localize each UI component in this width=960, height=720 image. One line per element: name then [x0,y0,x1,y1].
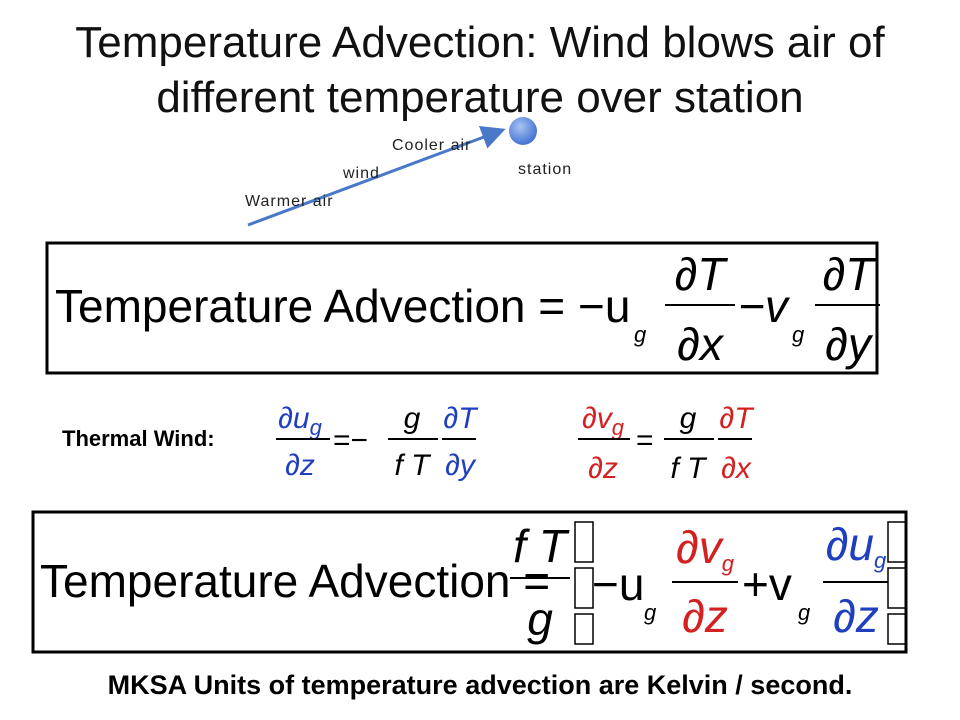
operator: =− [333,424,368,457]
symbol: ∂u [826,518,874,570]
equation-box [45,241,879,375]
subscript: g [310,415,323,440]
label: wind [342,165,380,182]
thermal-wind-label: Thermal Wind: [62,426,215,451]
label: station [518,161,572,178]
operator: = [636,424,654,457]
term: −u [592,558,644,610]
denominator: ∂z [285,449,315,482]
wind-arrow [247,126,506,227]
symbol: ∂v [582,402,614,435]
subscript: g [722,551,735,576]
symbol: +v [742,558,792,610]
term: +v [742,558,792,610]
denominator: g [527,593,553,645]
subscript: g [612,415,625,440]
label: Warmer air [245,193,334,210]
subscript: g [792,322,805,347]
denominator: ∂z [682,590,728,642]
numerator: f T [513,520,570,572]
numerator: ∂ug [826,518,887,573]
numerator: g [680,402,697,435]
title-line: different temperature over station [156,73,803,122]
numerator: ∂vg [582,402,625,440]
footer: MKSA Units of temperature advection are … [108,670,853,700]
denominator: ∂x [721,452,752,485]
denominator: ∂x [677,318,725,370]
denominator: ∂y [825,318,874,370]
station-dot [509,117,537,145]
numerator: g [404,402,421,435]
numerator: ∂T [719,402,755,435]
denominator: f T [671,452,709,485]
numerator: ∂T [443,402,479,435]
denominator: ∂y [445,449,477,482]
denominator: f T [395,449,433,482]
symbol: ∂v [676,521,725,573]
subscript: g [644,600,657,625]
label: Cooler air [392,137,471,154]
term: −u [578,280,630,332]
equation-lhs: Temperature Advection = [40,555,550,607]
paren-glyph [574,521,907,645]
term: −v [738,280,791,332]
numerator: ∂ug [278,402,323,440]
numerator: ∂vg [676,521,735,576]
denominator: ∂z [833,590,879,642]
title-line: Temperature Advection: Wind blows air of [75,18,885,67]
denominator: ∂z [588,452,618,485]
subscript: g [798,600,811,625]
subscript: g [634,322,647,347]
numerator: ∂T [823,248,877,300]
subscript: g [874,548,887,573]
numerator: ∂T [675,248,729,300]
symbol: ∂u [278,402,310,435]
equation-lhs: Temperature Advection = [55,280,565,332]
